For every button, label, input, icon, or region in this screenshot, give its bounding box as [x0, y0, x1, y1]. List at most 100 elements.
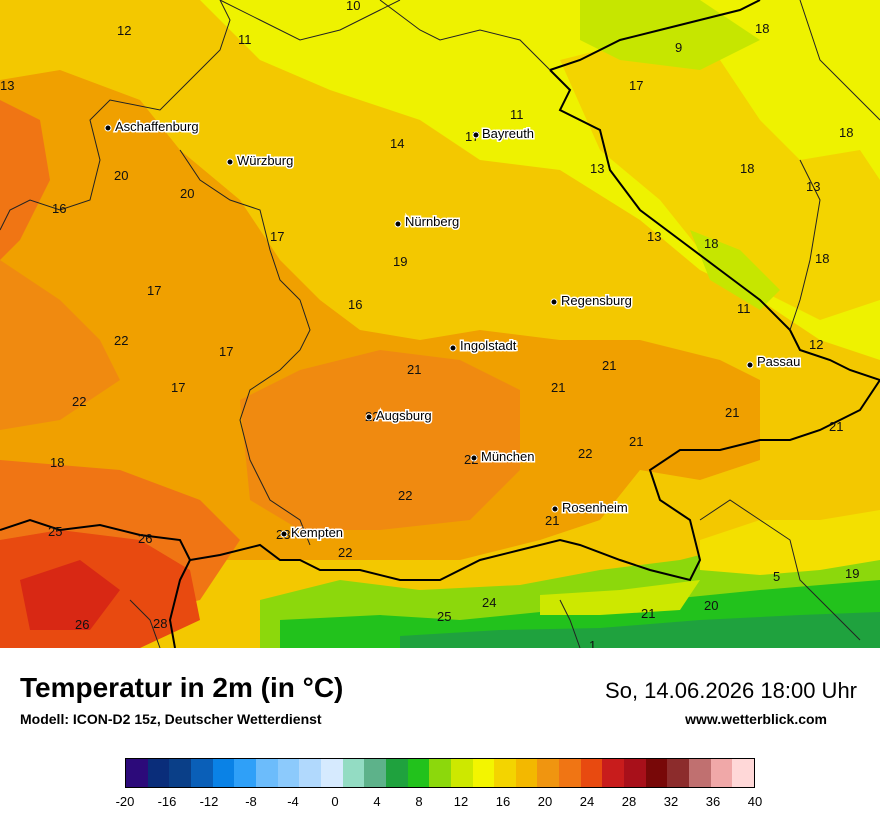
- legend-ticks: -20 -16 -12 -8 -4 0 4 8 12 16 20 24 28 32 36 40: [116, 794, 763, 814]
- legend-swatch: [732, 759, 755, 787]
- legend-swatch: [689, 759, 711, 787]
- legend-swatch: [667, 759, 690, 787]
- city-label-kempten: Kempten: [291, 525, 343, 540]
- cold-patch-east: [690, 230, 780, 310]
- value-label: 16: [52, 201, 66, 216]
- value-label: 26: [138, 531, 152, 546]
- city-dot: [746, 361, 754, 369]
- hot-zone-west: [0, 100, 50, 260]
- hot-zone-west2: [0, 260, 120, 430]
- alps-foothill: [700, 510, 880, 575]
- value-label: 18: [50, 455, 64, 470]
- city-label-regensburg: Regensburg: [561, 293, 632, 308]
- legend-tick-label: 8: [415, 794, 423, 809]
- legend-swatch: [494, 759, 516, 787]
- legend-tick-label: 12: [453, 794, 469, 809]
- value-label: 21: [551, 380, 565, 395]
- legend-tick-label: -12: [199, 794, 219, 809]
- value-label: 11: [510, 107, 524, 122]
- legend-swatch: [190, 759, 213, 787]
- legend-swatch: [126, 759, 148, 787]
- value-label: 21: [602, 358, 616, 373]
- value-label: 21: [829, 419, 843, 434]
- city-label-rosenheim: Rosenheim: [562, 500, 628, 515]
- map-footer: Temperatur in 2m (in °C) Modell: ICON-D2…: [0, 648, 880, 830]
- value-label: 21: [629, 434, 643, 449]
- legend-swatch: [710, 759, 733, 787]
- alps-valley: [540, 580, 700, 615]
- city-dot: [226, 158, 234, 166]
- legend-swatch: [407, 759, 430, 787]
- legend-swatch: [169, 759, 191, 787]
- hot-zone-augsburg: [240, 350, 520, 530]
- value-label: 22: [72, 394, 86, 409]
- legend-tick-label: -16: [157, 794, 177, 809]
- legend-tick-label: -20: [115, 794, 135, 809]
- legend-swatch: [385, 759, 408, 787]
- legend-tick-label: 32: [663, 794, 679, 809]
- value-label: 14: [390, 136, 404, 151]
- value-label: 11: [238, 32, 252, 47]
- value-label: 21: [725, 405, 739, 420]
- value-label: 18: [740, 161, 754, 176]
- city-dot: [551, 505, 559, 513]
- legend-swatch: [320, 759, 343, 787]
- value-label: 22: [114, 333, 128, 348]
- city-dot: [104, 124, 112, 132]
- map-svg: 10 12 11 13 9 18 17 11 18 14 17 13 18 20…: [0, 0, 880, 648]
- legend-tick-label: 24: [579, 794, 595, 809]
- alps-peaks: [400, 612, 880, 648]
- city-markers: Aschaffenburg Würzburg Bayreuth Nürnberg…: [104, 118, 802, 542]
- value-label: 10: [346, 0, 360, 13]
- color-legend: [125, 758, 755, 788]
- value-label: 9: [675, 40, 682, 55]
- legend-swatch: [299, 759, 321, 787]
- value-label: 18: [815, 251, 829, 266]
- value-label: 13: [806, 179, 820, 194]
- model-subtitle: Modell: ICON-D2 15z, Deutscher Wetterdie…: [20, 711, 322, 727]
- value-label: 19: [393, 254, 407, 269]
- legend-tick-label: 16: [495, 794, 511, 809]
- city-label-bayreuth: Bayreuth: [482, 126, 534, 141]
- value-label: 5: [773, 569, 780, 584]
- value-label: 12: [117, 23, 131, 38]
- value-labels: 10 12 11 13 9 18 17 11 18 14 17 13 18 20…: [0, 0, 859, 648]
- value-label: 19: [845, 566, 859, 581]
- forecast-datetime: So, 14.06.2026 18:00 Uhr: [605, 678, 857, 703]
- legend-swatch: [234, 759, 256, 787]
- temperature-map: 10 12 11 13 9 18 17 11 18 14 17 13 18 20…: [0, 0, 880, 648]
- legend-swatch: [342, 759, 365, 787]
- city-label-aschaffenburg: Aschaffenburg: [115, 119, 199, 134]
- value-label: 11: [737, 301, 751, 316]
- city-dot: [280, 530, 288, 538]
- legend-swatch: [580, 759, 603, 787]
- city-dot: [472, 131, 480, 139]
- national-borders: [0, 0, 880, 648]
- value-label: 18: [839, 125, 853, 140]
- value-label: 20: [180, 186, 194, 201]
- legend-swatch: [624, 759, 646, 787]
- value-label: 25: [48, 524, 62, 539]
- value-label: 18: [704, 236, 718, 251]
- legend-tick-label: -8: [245, 794, 257, 809]
- legend-tick-label: 40: [747, 794, 763, 809]
- state-borders: [0, 0, 880, 648]
- value-label: 22: [398, 488, 412, 503]
- city-dot: [449, 344, 457, 352]
- value-label: 28: [153, 616, 167, 631]
- legend-swatch: [212, 759, 235, 787]
- value-label: 13: [0, 78, 14, 93]
- legend-tick-label: 4: [373, 794, 381, 809]
- value-label: 17: [171, 380, 185, 395]
- legend-swatch: [147, 759, 170, 787]
- value-label: 13: [647, 229, 661, 244]
- value-label: 22: [578, 446, 592, 461]
- website-link[interactable]: www.wetterblick.com: [685, 711, 827, 727]
- value-label: 25: [437, 609, 451, 624]
- value-label: 18: [755, 21, 769, 36]
- city-dot: [470, 454, 478, 462]
- legend-tick-label: 36: [705, 794, 721, 809]
- warm-zone-south: [0, 70, 760, 560]
- city-label-wuerzburg: Würzburg: [237, 153, 293, 168]
- value-label: 26: [75, 617, 89, 632]
